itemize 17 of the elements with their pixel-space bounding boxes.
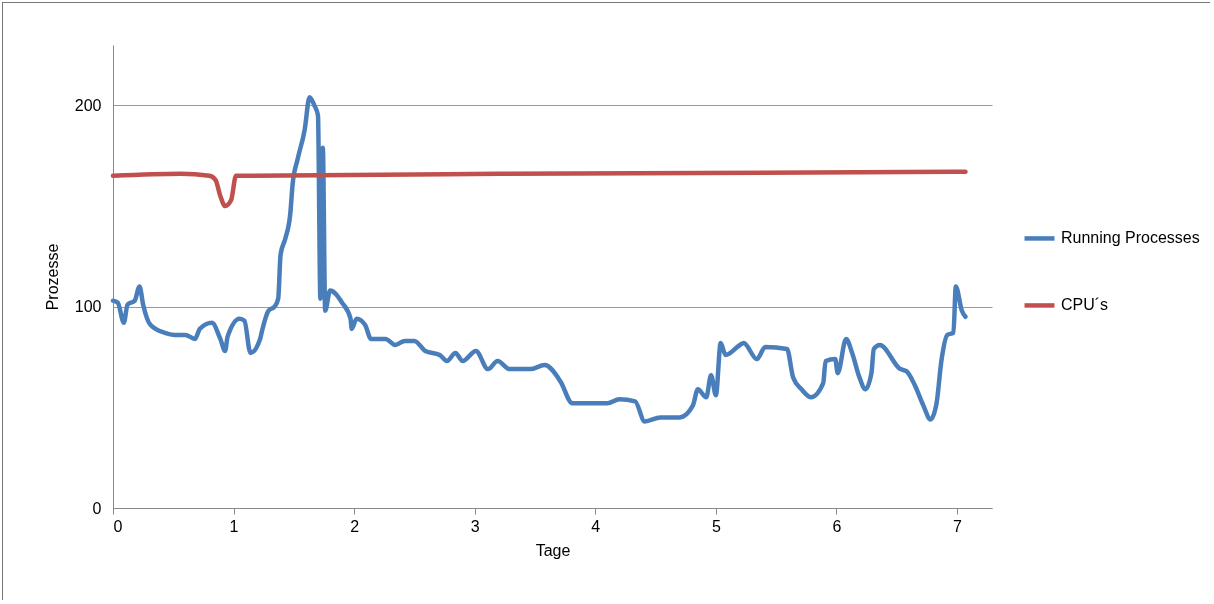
x-tick-label: 1 — [229, 517, 239, 535]
line-series — [110, 95, 968, 424]
x-tick-label: 3 — [470, 517, 480, 535]
x-tick-label: 0 — [113, 517, 123, 535]
x-axis-title: Tage — [535, 541, 571, 559]
x-tick-label: 7 — [953, 517, 963, 535]
line-series — [110, 169, 968, 209]
y-axis-title: Prozesse — [43, 243, 61, 311]
y-tick-label: 0 — [92, 499, 102, 517]
x-tick-label: 5 — [711, 517, 721, 535]
x-tick-label: 6 — [832, 517, 842, 535]
legend-label: CPU´s — [1061, 296, 1109, 314]
legend-label: Running Processes — [1061, 229, 1200, 247]
y-tick-label: 100 — [74, 298, 102, 316]
y-tick-label: 200 — [74, 96, 102, 114]
x-tick-label: 2 — [350, 517, 360, 535]
x-tick-label: 4 — [591, 517, 601, 535]
